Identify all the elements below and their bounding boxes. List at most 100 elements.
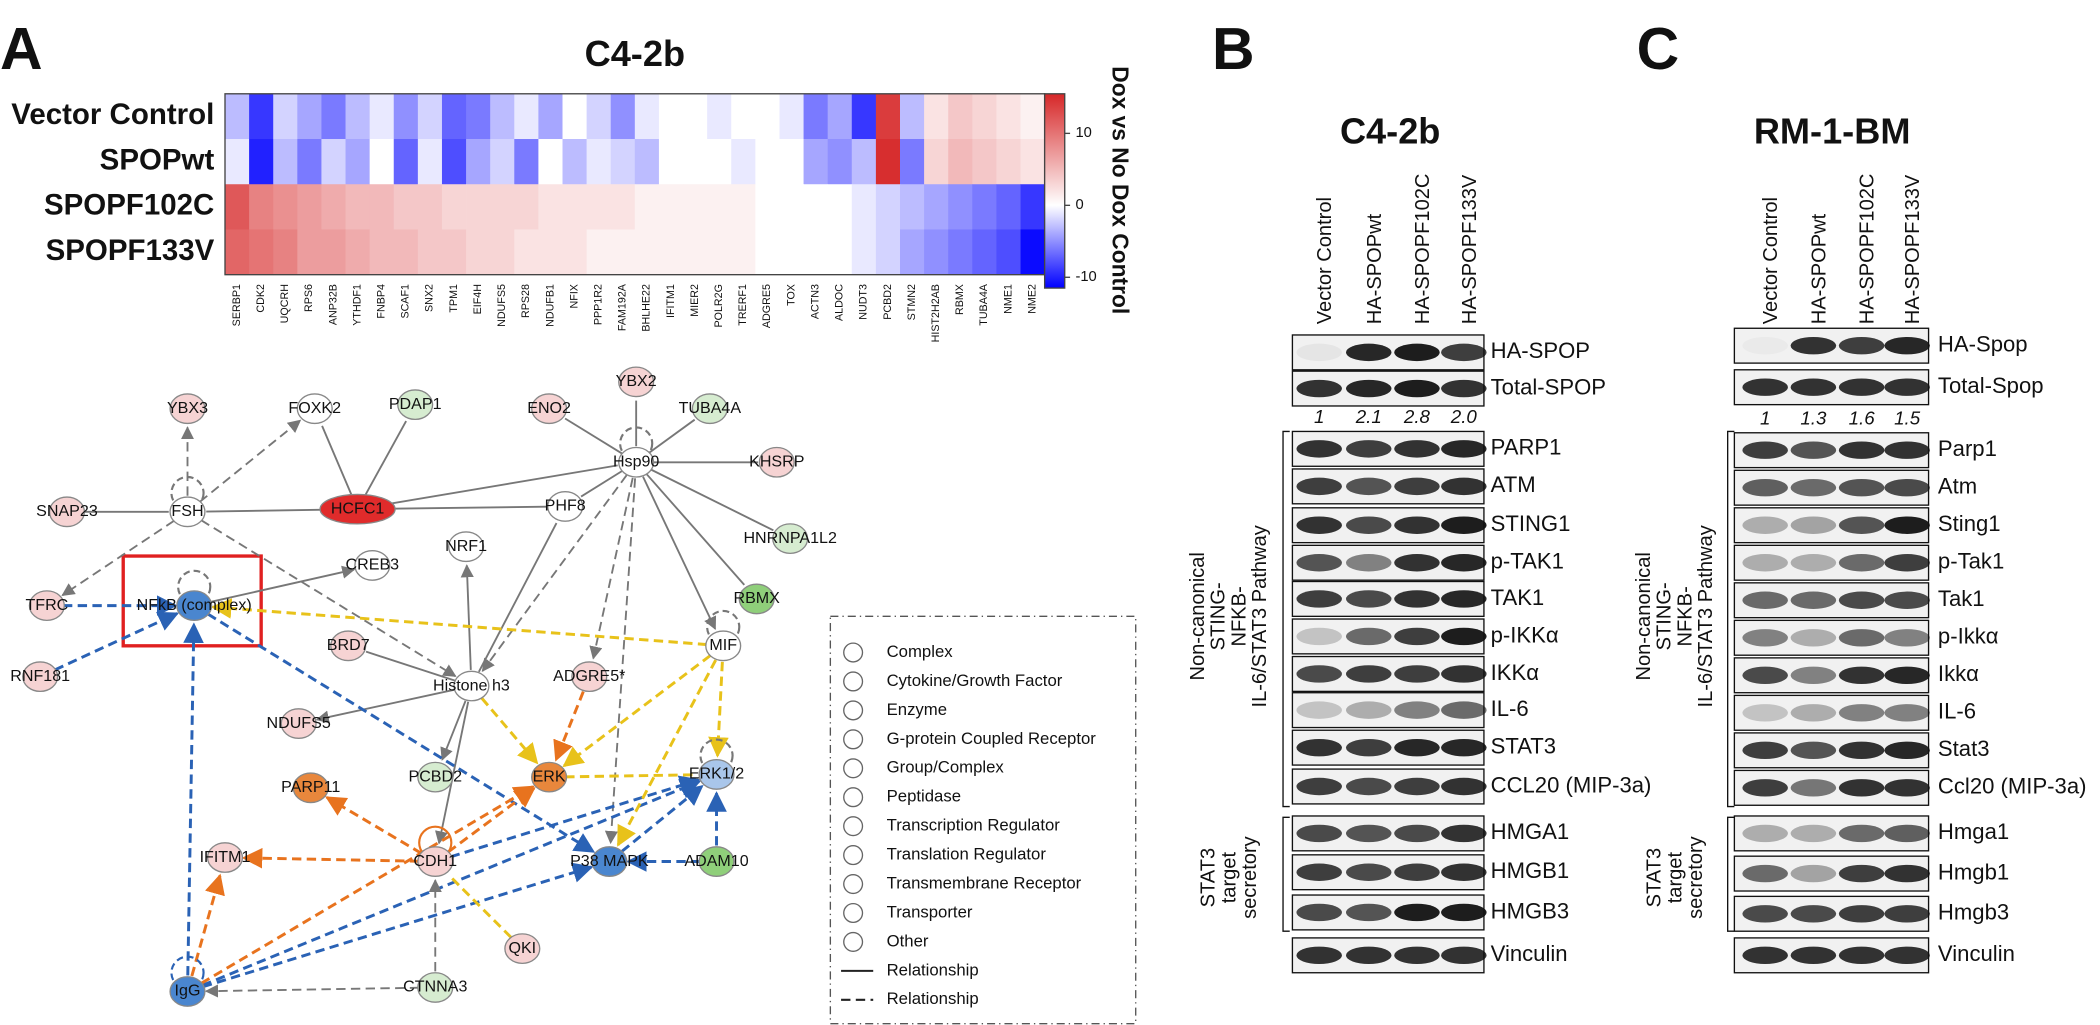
network-edge [435, 701, 470, 845]
blot-row-label: STAT3 [1491, 733, 1556, 758]
blot-band [1838, 824, 1885, 843]
legend-label: Other [887, 931, 929, 950]
blot-band [1838, 479, 1885, 497]
blot-band [1790, 946, 1837, 965]
blot-row-label: PARP1 [1491, 435, 1562, 460]
blot-row-label: Parp1 [1938, 436, 1997, 461]
network-edge [204, 984, 420, 998]
heatmap-cell [273, 139, 298, 185]
heatmap-cell [610, 229, 636, 276]
heatmap-cell [875, 93, 901, 140]
blot-row-label: Stat3 [1938, 736, 1990, 761]
blot-band [1296, 554, 1342, 572]
heatmap-cell [1020, 139, 1046, 185]
blot-band [1394, 903, 1440, 922]
heatmap-cell [996, 184, 1021, 230]
network-edge [202, 862, 594, 989]
network-node [698, 846, 735, 877]
blot-band [1345, 777, 1392, 796]
colorbar [1043, 93, 1066, 289]
blot-band [1394, 946, 1440, 965]
group-label: secretory [1685, 836, 1707, 919]
heatmap-cell [634, 184, 660, 230]
blot-band [1742, 905, 1788, 923]
network-edge [642, 476, 717, 631]
heatmap-cell [538, 139, 563, 185]
colorbar-label: Dox vs No Dox Control [1107, 66, 1133, 314]
heatmap-cell [683, 93, 708, 140]
column-label: SERBP1 [231, 284, 243, 326]
network-node [691, 393, 728, 425]
group-label: Non-canonical [1633, 552, 1655, 680]
blot-band [1838, 336, 1885, 355]
heatmap-cell [321, 229, 346, 276]
network-node [22, 661, 59, 693]
lane-label: HA-SPOPF102C [1412, 174, 1434, 325]
heatmap-cell [538, 93, 563, 140]
blot-band [1790, 864, 1837, 883]
legend-label: Relationship [887, 989, 979, 1008]
heatmap-cell [900, 184, 925, 230]
group-bracket [1282, 430, 1290, 808]
blot-row-label: IL-6 [1491, 696, 1529, 721]
blot-band [1394, 379, 1440, 398]
blot-band [1790, 824, 1837, 843]
legend-icon [843, 642, 864, 663]
blot-band [1394, 777, 1440, 796]
blot-band [1394, 516, 1440, 534]
network-edge [364, 420, 407, 496]
blot-band [1345, 379, 1392, 398]
blot-band [1296, 665, 1342, 683]
column-label: PPP1R2 [592, 284, 604, 325]
legend-box [829, 615, 1137, 1025]
heatmap-cell [803, 139, 829, 185]
network-edge [315, 688, 456, 724]
network-node [531, 393, 568, 425]
blot-band [1884, 704, 1930, 722]
blot-band [1884, 666, 1930, 685]
heatmap-cell [924, 93, 949, 140]
blot-band [1296, 777, 1342, 796]
column-label: ACTN3 [809, 284, 821, 319]
heatmap-cell [490, 93, 515, 140]
quantification: 2.0 [1450, 406, 1478, 427]
blot-band [1884, 905, 1930, 923]
group-label: STAT3 [1644, 848, 1666, 908]
column-label: MIER2 [689, 284, 701, 317]
heatmap-cell [634, 139, 660, 185]
heatmap-cell [514, 229, 539, 276]
node-label: Histone h3 [433, 676, 510, 694]
blot-row-label: HA-SPOP [1491, 338, 1590, 363]
heatmap-cell [538, 184, 563, 230]
heatmap-cell [1020, 93, 1046, 140]
blot-band [1742, 591, 1788, 609]
blot-band [1441, 554, 1487, 572]
blot-band [1838, 516, 1885, 534]
network-node [504, 933, 541, 965]
blot-band [1296, 379, 1342, 398]
lane-label: HA-SPOPF102C [1857, 174, 1879, 325]
heatmap-cell [586, 93, 612, 140]
panel-letter: C [1637, 17, 1680, 82]
legend-icon [843, 902, 864, 924]
heatmap-cell [658, 93, 684, 140]
blot-band [1884, 441, 1930, 459]
network-edge [373, 505, 547, 510]
network-edge [481, 474, 628, 672]
node-label: TUBA4A [679, 399, 742, 417]
legend-label: Complex [887, 642, 954, 661]
node-label: CTNNA3 [403, 978, 467, 996]
network-node [176, 590, 213, 622]
node-label: NRF1 [445, 537, 487, 555]
heatmap-cell [948, 93, 973, 140]
node-label: PDAP1 [389, 395, 442, 413]
blot-band [1742, 741, 1788, 760]
heatmap-cell [562, 93, 588, 140]
colorbar-tick-label: 10 [1075, 125, 1091, 141]
column-label: NDUFB1 [544, 284, 556, 327]
network-node [206, 842, 244, 873]
node-label: RBMX [733, 589, 780, 607]
legend-icon [843, 873, 864, 895]
heatmap-cell [586, 229, 612, 276]
column-label: TOX [785, 284, 797, 306]
